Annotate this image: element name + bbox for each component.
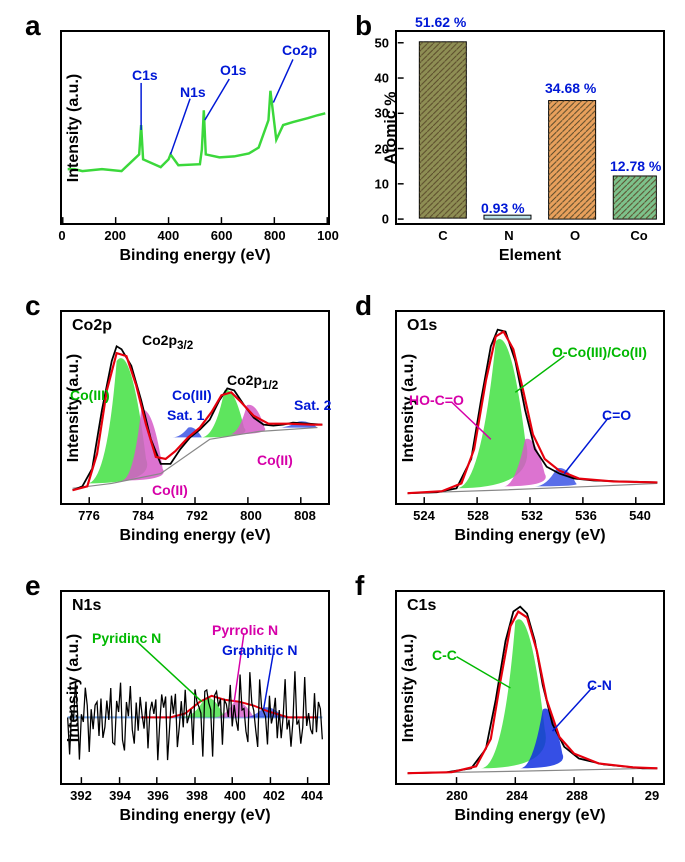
xlabel-e: Binding energy (eV)	[62, 807, 328, 825]
ylabel-e: Intensity (a.u.)	[65, 633, 83, 741]
xlabel-f: Binding energy (eV)	[397, 807, 663, 825]
title-o1s: O1s	[407, 317, 437, 335]
xlabel-d: Binding energy (eV)	[397, 527, 663, 545]
label-coiii-1: Co(III)	[70, 387, 110, 403]
panel-letter-f: f	[355, 570, 364, 602]
label-sat1: Sat. 1	[167, 407, 204, 423]
label-pyridinic: Pyridinc N	[92, 630, 161, 646]
panel-b: 51.62 % 0.93 % 34.68 % 12.78 % C N O Co …	[395, 30, 665, 225]
label-co2p32: Co2p3/2	[142, 332, 193, 352]
label-sat2: Sat. 2	[294, 397, 331, 413]
panel-letter-a: a	[25, 10, 41, 42]
bar-val-n: 0.93 %	[481, 200, 525, 216]
label-o-co: O-Co(III)/Co(II)	[552, 344, 647, 360]
panel-letter-c: c	[25, 290, 41, 322]
panel-f: C1s C-C C-N 280 284 288 29 Binding energ…	[395, 590, 665, 785]
label-graphitic: Graphitic N	[222, 642, 297, 658]
xlabel-a: Binding energy (eV)	[62, 247, 328, 265]
survey-line	[68, 91, 326, 171]
label-c-c: C-C	[432, 647, 457, 663]
panel-letter-e: e	[25, 570, 41, 602]
label-co2p: Co2p	[282, 42, 317, 58]
label-c-n: C-N	[587, 677, 612, 693]
panel-c: Co2p Co2p3/2 Co2p1/2 Co(III) Co(III) Sat…	[60, 310, 330, 505]
figure: a C1s N1s O1s Co2p 0 200 400 60	[0, 0, 685, 862]
label-co2p12: Co2p1/2	[227, 372, 278, 392]
panel-letter-b: b	[355, 10, 372, 42]
panel-e-svg	[62, 592, 328, 783]
label-n1s: N1s	[180, 84, 206, 100]
xlabel-b: Element	[397, 247, 663, 265]
title-co2p: Co2p	[72, 317, 112, 335]
ylabel-c: Intensity (a.u.)	[65, 353, 83, 461]
label-coii-1: Co(II)	[152, 482, 188, 498]
ylabel-a: Intensity (a.u.)	[65, 73, 83, 181]
label-c1s: C1s	[132, 67, 158, 83]
label-ho-c-o: HO-C=O	[409, 392, 464, 408]
xlabel-c: Binding energy (eV)	[62, 527, 328, 545]
label-coii-2: Co(II)	[257, 452, 293, 468]
title-n1s: N1s	[72, 597, 101, 615]
bar-val-co: 12.78 %	[610, 158, 661, 174]
panel-a-svg	[62, 32, 328, 223]
title-c1s: C1s	[407, 597, 436, 615]
panel-letter-d: d	[355, 290, 372, 322]
label-coiii-2: Co(III)	[172, 387, 212, 403]
panel-f-svg	[397, 592, 663, 783]
ylabel-f: Intensity (a.u.)	[400, 633, 418, 741]
panel-b-svg	[397, 32, 663, 223]
label-o1s: O1s	[220, 62, 246, 78]
panel-d: O1s O-Co(III)/Co(II) HO-C=O C=O 524 528 …	[395, 310, 665, 505]
panel-a: C1s N1s O1s Co2p 0 200 400 600 800 100 B…	[60, 30, 330, 225]
ylabel-b: Atomic %	[382, 91, 400, 164]
label-c-o: C=O	[602, 407, 631, 423]
panel-e: N1s Pyridinc N Pyrrolic N Graphitic N 39…	[60, 590, 330, 785]
label-pyrrolic: Pyrrolic N	[212, 622, 278, 638]
bar-val-o: 34.68 %	[545, 80, 596, 96]
bar-val-c: 51.62 %	[415, 14, 466, 30]
